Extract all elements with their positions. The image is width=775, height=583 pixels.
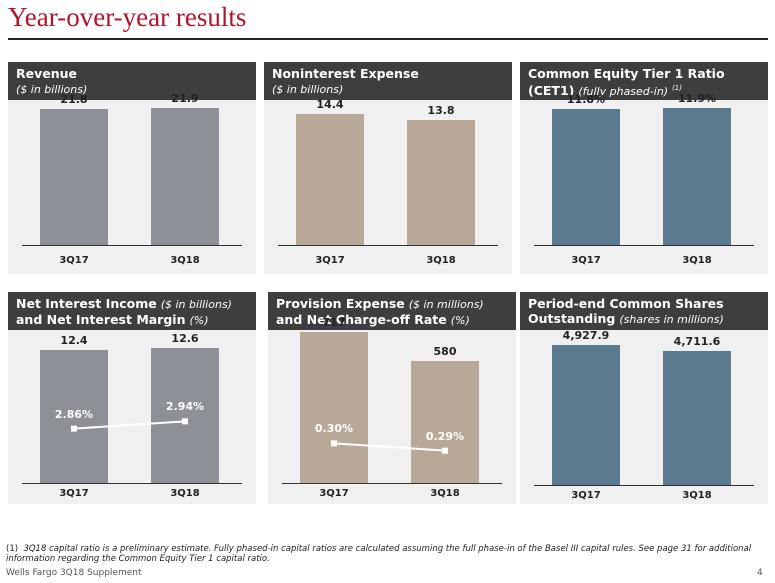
- x-tick-label: 3Q18: [170, 255, 200, 266]
- provision-expense-title: Provision Expense: [276, 296, 405, 311]
- provision-expense-plot: 717 580 0.30% 0.29% 3Q17 3Q18: [268, 316, 516, 504]
- x-axis: [278, 245, 498, 246]
- x-axis: [282, 483, 502, 484]
- net-charge-off-subtitle: (%): [450, 314, 470, 327]
- net-interest-income-header: Net Interest Income ($ in billions) and …: [8, 292, 256, 330]
- x-tick-label: 3Q17: [59, 488, 89, 499]
- noninterest-expense-header: Noninterest Expense ($ in billions): [264, 62, 512, 100]
- page-title: Year-over-year results: [8, 2, 247, 32]
- noninterest-expense-plot: 14.4 13.8 3Q17 3Q18: [264, 98, 512, 274]
- x-tick-label: 3Q18: [426, 255, 456, 266]
- x-axis: [534, 485, 754, 486]
- footnote-marker: (1): [672, 84, 682, 92]
- x-axis: [534, 245, 754, 246]
- bar-value-label: 14.4: [316, 98, 344, 112]
- bar-value-label: 4,711.6: [673, 334, 721, 348]
- cet1-title: Common Equity Tier 1 Ratio: [528, 66, 725, 81]
- revenue-panel: Revenue ($ in billions) 21.8 21.9 3Q17 3…: [8, 62, 256, 274]
- x-axis: [22, 483, 242, 484]
- rate-line-segment: [333, 442, 446, 452]
- line-value-label: 2.94%: [165, 400, 205, 414]
- bar-value-label: 11.8%: [566, 92, 606, 106]
- x-tick-label: 3Q17: [571, 490, 601, 501]
- net-interest-margin-title: and Net Interest Margin: [16, 312, 186, 327]
- bar-value-label: 4,927.9: [562, 328, 610, 342]
- bar-value-label: 580: [433, 344, 457, 358]
- bar-3q18: [151, 348, 219, 483]
- revenue-title: Revenue: [16, 66, 78, 81]
- bar-value-label: 12.4: [60, 334, 88, 348]
- bar-value-label: 12.6: [171, 332, 199, 345]
- x-tick-label: 3Q17: [315, 255, 345, 266]
- x-tick-label: 3Q17: [571, 255, 601, 266]
- line-value-label: 0.30%: [314, 422, 354, 436]
- bar-value-label: 21.8: [60, 92, 88, 106]
- net-charge-off-title: and Net Charge-off Rate: [276, 312, 447, 327]
- shares-outstanding-panel: Period-end Common Shares Outstanding (sh…: [520, 292, 768, 504]
- bar-3q18: [663, 107, 731, 245]
- cet1-subtitle: (fully phased-in): [578, 85, 669, 99]
- bar-3q18: [407, 119, 475, 245]
- revenue-header: Revenue ($ in billions): [8, 62, 256, 100]
- bar-value-label: 13.8: [427, 103, 455, 117]
- cet1-title-line2: (CET1): [528, 83, 575, 99]
- rate-point-marker: [442, 447, 448, 454]
- noninterest-expense-title: Noninterest Expense: [272, 66, 419, 81]
- net-interest-margin-line: [71, 418, 188, 432]
- bar-value-label: 21.9: [171, 92, 199, 106]
- shares-outstanding-plot: 4,927.9 4,711.6 3Q17 3Q18: [520, 328, 768, 504]
- x-tick-label: 3Q17: [59, 255, 89, 266]
- cet1-panel: Common Equity Tier 1 Ratio (CET1) (fully…: [520, 62, 768, 274]
- shares-outstanding-header: Period-end Common Shares Outstanding (sh…: [520, 292, 768, 330]
- bar-3q17: [552, 344, 620, 485]
- x-tick-label: 3Q18: [170, 488, 200, 499]
- bar-value-label: 11.9%: [677, 91, 717, 105]
- shares-outstanding-subtitle: (shares in millions): [619, 313, 724, 326]
- net-interest-income-title: Net Interest Income: [16, 296, 157, 311]
- cet1-header: Common Equity Tier 1 Ratio (CET1) (fully…: [520, 62, 768, 100]
- net-charge-off-rate-line: [331, 440, 448, 454]
- shares-outstanding-title: Period-end Common Shares: [528, 296, 724, 311]
- x-tick-label: 3Q17: [319, 488, 349, 499]
- footnote-text: 3Q18 capital ratio is a preliminary esti…: [6, 544, 752, 564]
- x-tick-label: 3Q18: [682, 490, 712, 501]
- bar-3q17: [296, 114, 364, 245]
- x-tick-label: 3Q18: [682, 255, 712, 266]
- bar-value-label: 717: [322, 316, 346, 330]
- page-number: 4: [757, 568, 763, 578]
- provision-expense-header: Provision Expense ($ in millions) and Ne…: [268, 292, 516, 330]
- provision-expense-subtitle: ($ in millions): [408, 298, 484, 311]
- footer-source: Wells Fargo 3Q18 Supplement: [6, 568, 142, 578]
- line-value-label: 0.29%: [425, 429, 465, 443]
- cet1-plot: 11.8% 11.9% 3Q17 3Q18: [520, 92, 768, 274]
- rate-point-marker: [331, 440, 337, 447]
- bar-3q17: [552, 108, 620, 245]
- rate-point-marker: [71, 425, 77, 432]
- noninterest-expense-subtitle: ($ in billions): [272, 83, 344, 96]
- line-value-label: 2.86%: [54, 407, 94, 421]
- bar-3q18: [411, 360, 479, 483]
- footnote: (1) 3Q18 capital ratio is a preliminary …: [6, 544, 766, 564]
- title-divider: [8, 38, 768, 40]
- provision-expense-panel: Provision Expense ($ in millions) and Ne…: [268, 292, 516, 504]
- noninterest-expense-panel: Noninterest Expense ($ in billions) 14.4…: [264, 62, 512, 274]
- shares-outstanding-title-line2: Outstanding: [528, 311, 616, 326]
- bar-3q17: [40, 108, 108, 245]
- bar-3q17: [40, 350, 108, 483]
- revenue-plot: 21.8 21.9 3Q17 3Q18: [8, 92, 256, 274]
- x-axis: [22, 245, 242, 246]
- rate-point-marker: [182, 418, 188, 425]
- revenue-subtitle: ($ in billions): [16, 83, 88, 96]
- footnote-mark: (1): [6, 544, 19, 554]
- bar-3q18: [663, 350, 731, 485]
- net-interest-income-panel: Net Interest Income ($ in billions) and …: [8, 292, 256, 504]
- x-tick-label: 3Q18: [430, 488, 460, 499]
- bar-3q17: [300, 332, 368, 483]
- bar-3q18: [151, 108, 219, 245]
- rate-line-segment: [73, 420, 186, 430]
- net-interest-income-subtitle: ($ in billions): [160, 298, 232, 311]
- net-interest-income-plot: 12.4 12.6 2.86% 2.94% 3Q17 3Q18: [8, 330, 256, 504]
- net-interest-margin-subtitle: (%): [189, 314, 209, 327]
